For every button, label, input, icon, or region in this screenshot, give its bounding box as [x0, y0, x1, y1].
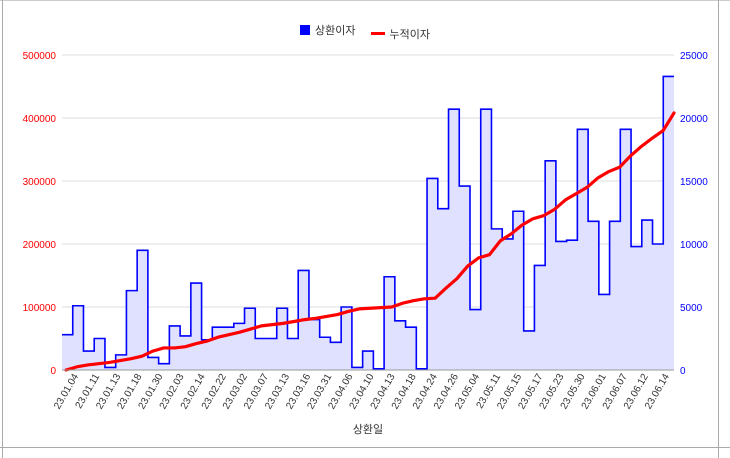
legend-item-payment[interactable]: 상환이자	[299, 22, 356, 38]
legend-swatch-bar-icon	[299, 25, 310, 35]
legend-swatch-line-icon	[370, 32, 385, 35]
y-left-tick-label: 400000	[23, 114, 57, 125]
payment-step-line	[62, 75, 674, 370]
cumulative-line	[64, 111, 676, 372]
legend-label-cumulative: 누적이자	[389, 28, 431, 41]
legend-item-cumulative[interactable]: 누적이자	[370, 26, 431, 42]
y-right-tick-label: 0	[680, 366, 686, 377]
y-right-tick-label: 10000	[680, 240, 708, 251]
y-left-tick-label: 200000	[23, 240, 57, 251]
y-right-tick-label: 15000	[680, 177, 708, 188]
y-left-tick-label: 500000	[23, 51, 57, 62]
y-left-tick-label: 100000	[23, 303, 57, 314]
y-right-tick-label: 20000	[680, 114, 708, 125]
y-left-tick-label: 0	[50, 366, 56, 377]
y-right-tick-label: 5000	[680, 303, 703, 314]
payment-area-fill	[62, 76, 674, 371]
chart-legend: 상환이자 누적이자	[0, 22, 730, 42]
x-axis-title: 상환일	[353, 422, 383, 436]
legend-label-payment: 상환이자	[314, 25, 356, 37]
y-left-tick-label: 300000	[23, 177, 57, 188]
y-right-tick-label: 25000	[680, 51, 708, 62]
